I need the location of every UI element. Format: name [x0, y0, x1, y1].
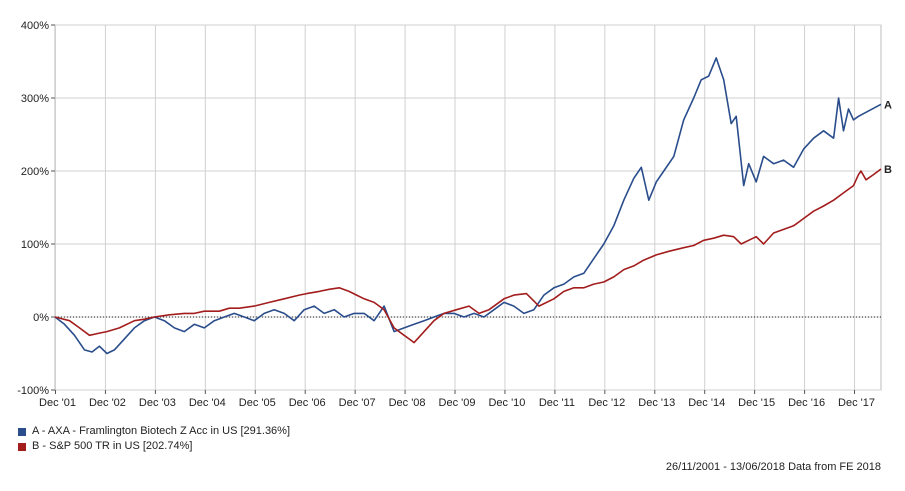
legend-label-b: B - S&P 500 TR in US [202.74%]: [32, 440, 193, 452]
axis-ticks: 400% 300% 200% 100% 0% -100%Dec '01 Dec '02 Dec…: [17, 20, 875, 409]
x-tick-label: Dec '04: [189, 397, 226, 409]
x-tick-label: Dec '07: [339, 397, 376, 409]
series-lines: [54, 57, 882, 355]
legend-item-b: B - S&P 500 TR in US [202.74%]: [18, 439, 290, 454]
legend: A - AXA - Framlington Biotech Z Acc in U…: [18, 424, 290, 454]
y-tick-label: 100%: [21, 239, 49, 251]
gridlines: [54, 24, 881, 391]
x-tick-label: Dec '12: [588, 397, 625, 409]
x-tick-label: Dec '09: [439, 397, 476, 409]
legend-swatch-a: [18, 427, 26, 436]
plot-area: [54, 24, 882, 391]
y-tick-label: -100%: [17, 385, 49, 397]
chart-footer: 26/11/2001 - 13/06/2018 Data from FE 201…: [666, 461, 881, 473]
series-line-b: [54, 168, 882, 344]
x-tick-label: Dec '03: [139, 397, 176, 409]
x-tick-label: Dec '02: [89, 397, 126, 409]
end-label-a: A: [884, 99, 892, 111]
series-line-a: [54, 57, 882, 355]
y-tick-label: 300%: [21, 93, 49, 105]
x-tick-label: Dec '05: [239, 397, 276, 409]
x-tick-label: Dec '17: [838, 397, 875, 409]
x-tick-label: Dec '14: [688, 397, 725, 409]
x-tick-label: Dec '08: [389, 397, 426, 409]
x-tick-label: Dec '01: [39, 397, 76, 409]
x-tick-label: Dec '11: [539, 397, 575, 409]
x-tick-label: Dec '10: [488, 397, 525, 409]
x-tick-label: Dec '16: [788, 397, 825, 409]
end-label-b: B: [884, 164, 892, 176]
legend-label-a: A - AXA - Framlington Biotech Z Acc in U…: [32, 425, 291, 437]
y-tick-label: 0%: [33, 312, 49, 324]
y-tick-label: 400%: [21, 20, 49, 32]
date-range: 26/11/2001 - 13/06/2018: [665, 461, 785, 473]
performance-chart: 400% 300% 200% 100% 0% -100%Dec '01 Dec '02 Dec…: [17, 20, 892, 409]
series-end-labels: AB: [884, 99, 892, 176]
legend-item-a: A - AXA - Framlington Biotech Z Acc in U…: [18, 424, 290, 439]
legend-swatch-b: [18, 442, 26, 451]
x-tick-label: Dec '15: [738, 397, 775, 409]
data-source: Data from FE 2018: [788, 461, 881, 473]
y-tick-label: 200%: [21, 166, 49, 178]
x-tick-label: Dec '06: [289, 397, 326, 409]
x-tick-label: Dec '13: [638, 397, 675, 409]
